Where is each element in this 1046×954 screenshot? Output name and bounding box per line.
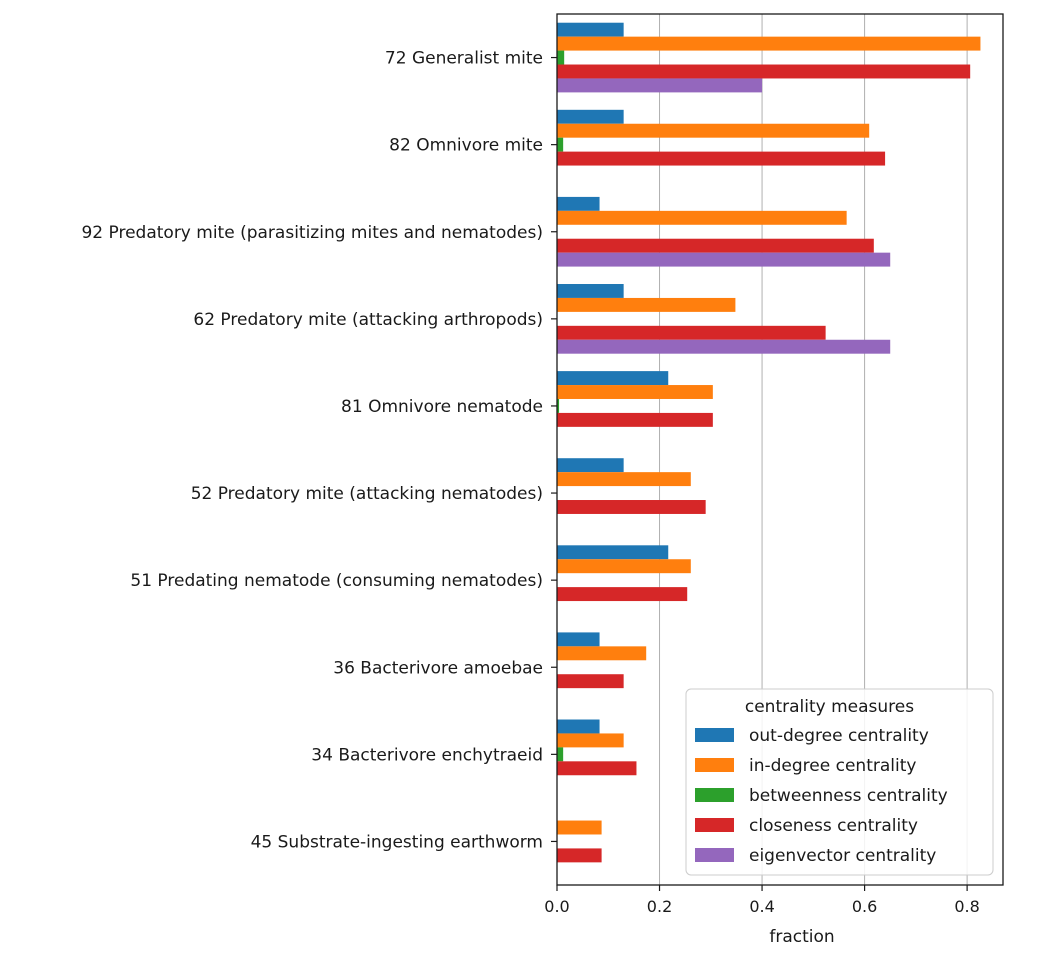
category-label: 92 Predatory mite (parasitizing mites an… (81, 223, 543, 243)
legend-swatch (695, 728, 734, 742)
bar (557, 674, 624, 689)
bars (557, 22, 981, 863)
x-tick-label: 0.6 (852, 897, 877, 916)
bar (557, 339, 891, 354)
bar (557, 64, 971, 79)
bar (557, 371, 669, 386)
bar (557, 109, 624, 124)
legend-swatch (695, 818, 734, 832)
bar (557, 458, 624, 473)
legend-label: eigenvector centrality (749, 846, 936, 866)
legend-items: out-degree centrality in-degree centralit… (695, 726, 948, 866)
category-label: 51 Predating nematode (consuming nematod… (130, 571, 543, 591)
legend-title: centrality measures (745, 697, 914, 717)
legend-box (685, 688, 994, 876)
bar (557, 252, 891, 267)
bar (557, 472, 691, 487)
legend-label: in-degree centrality (749, 756, 916, 776)
x-tick-label: 0.4 (749, 897, 774, 916)
bar (557, 284, 624, 298)
bar (557, 848, 602, 863)
bar (557, 325, 826, 340)
bar (557, 412, 713, 427)
category-label: 45 Substrate-ingesting earthworm (251, 832, 543, 852)
bar (557, 820, 602, 835)
x-axis: 0.0 0.2 0.4 0.6 0.8 (544, 885, 980, 916)
legend-swatch (695, 848, 734, 862)
bar (557, 210, 847, 225)
bar (557, 733, 624, 748)
bar (557, 78, 763, 93)
x-tick-label: 0.2 (647, 897, 672, 916)
category-label: 82 Omnivore mite (389, 136, 543, 156)
bar (557, 151, 886, 166)
bar (557, 123, 870, 138)
x-tick-label: 0.0 (544, 897, 569, 916)
legend-label: out-degree centrality (749, 726, 929, 746)
bar (557, 137, 564, 152)
x-axis-title: fraction (769, 927, 834, 947)
legend-swatch (695, 758, 734, 772)
category-label: 36 Bacterivore amoebae (333, 658, 543, 678)
bar (557, 559, 691, 574)
bar (557, 22, 624, 37)
bar (557, 196, 600, 211)
bar (557, 545, 669, 560)
y-axis: 72 Generalist mite 82 Omnivore mite 92 Pre… (81, 49, 557, 852)
bar (557, 297, 736, 312)
bar (557, 50, 565, 65)
bar (557, 719, 600, 734)
bar (557, 587, 688, 602)
bar (557, 761, 637, 776)
legend-label: betweenness centrality (749, 786, 948, 806)
category-label: 52 Predatory mite (attacking nematodes) (191, 484, 543, 504)
legend-swatch (695, 788, 734, 802)
bar (557, 36, 981, 51)
x-tick-label: 0.8 (954, 897, 979, 916)
legend-label: closeness centrality (749, 816, 918, 836)
bar (557, 632, 600, 647)
category-label: 72 Generalist mite (385, 49, 543, 69)
category-label: 81 Omnivore nematode (341, 397, 543, 417)
legend: centrality measures out-degree centralit… (685, 688, 994, 876)
bar (557, 747, 564, 762)
bar (557, 238, 874, 253)
plot-frame (556, 13, 1004, 886)
bar (557, 385, 713, 399)
category-label: 34 Bacterivore enchytraeid (311, 745, 543, 765)
bar (557, 500, 706, 514)
bar (557, 398, 560, 413)
bar (557, 646, 647, 661)
category-label: 62 Predatory mite (attacking arthropods) (193, 310, 543, 330)
